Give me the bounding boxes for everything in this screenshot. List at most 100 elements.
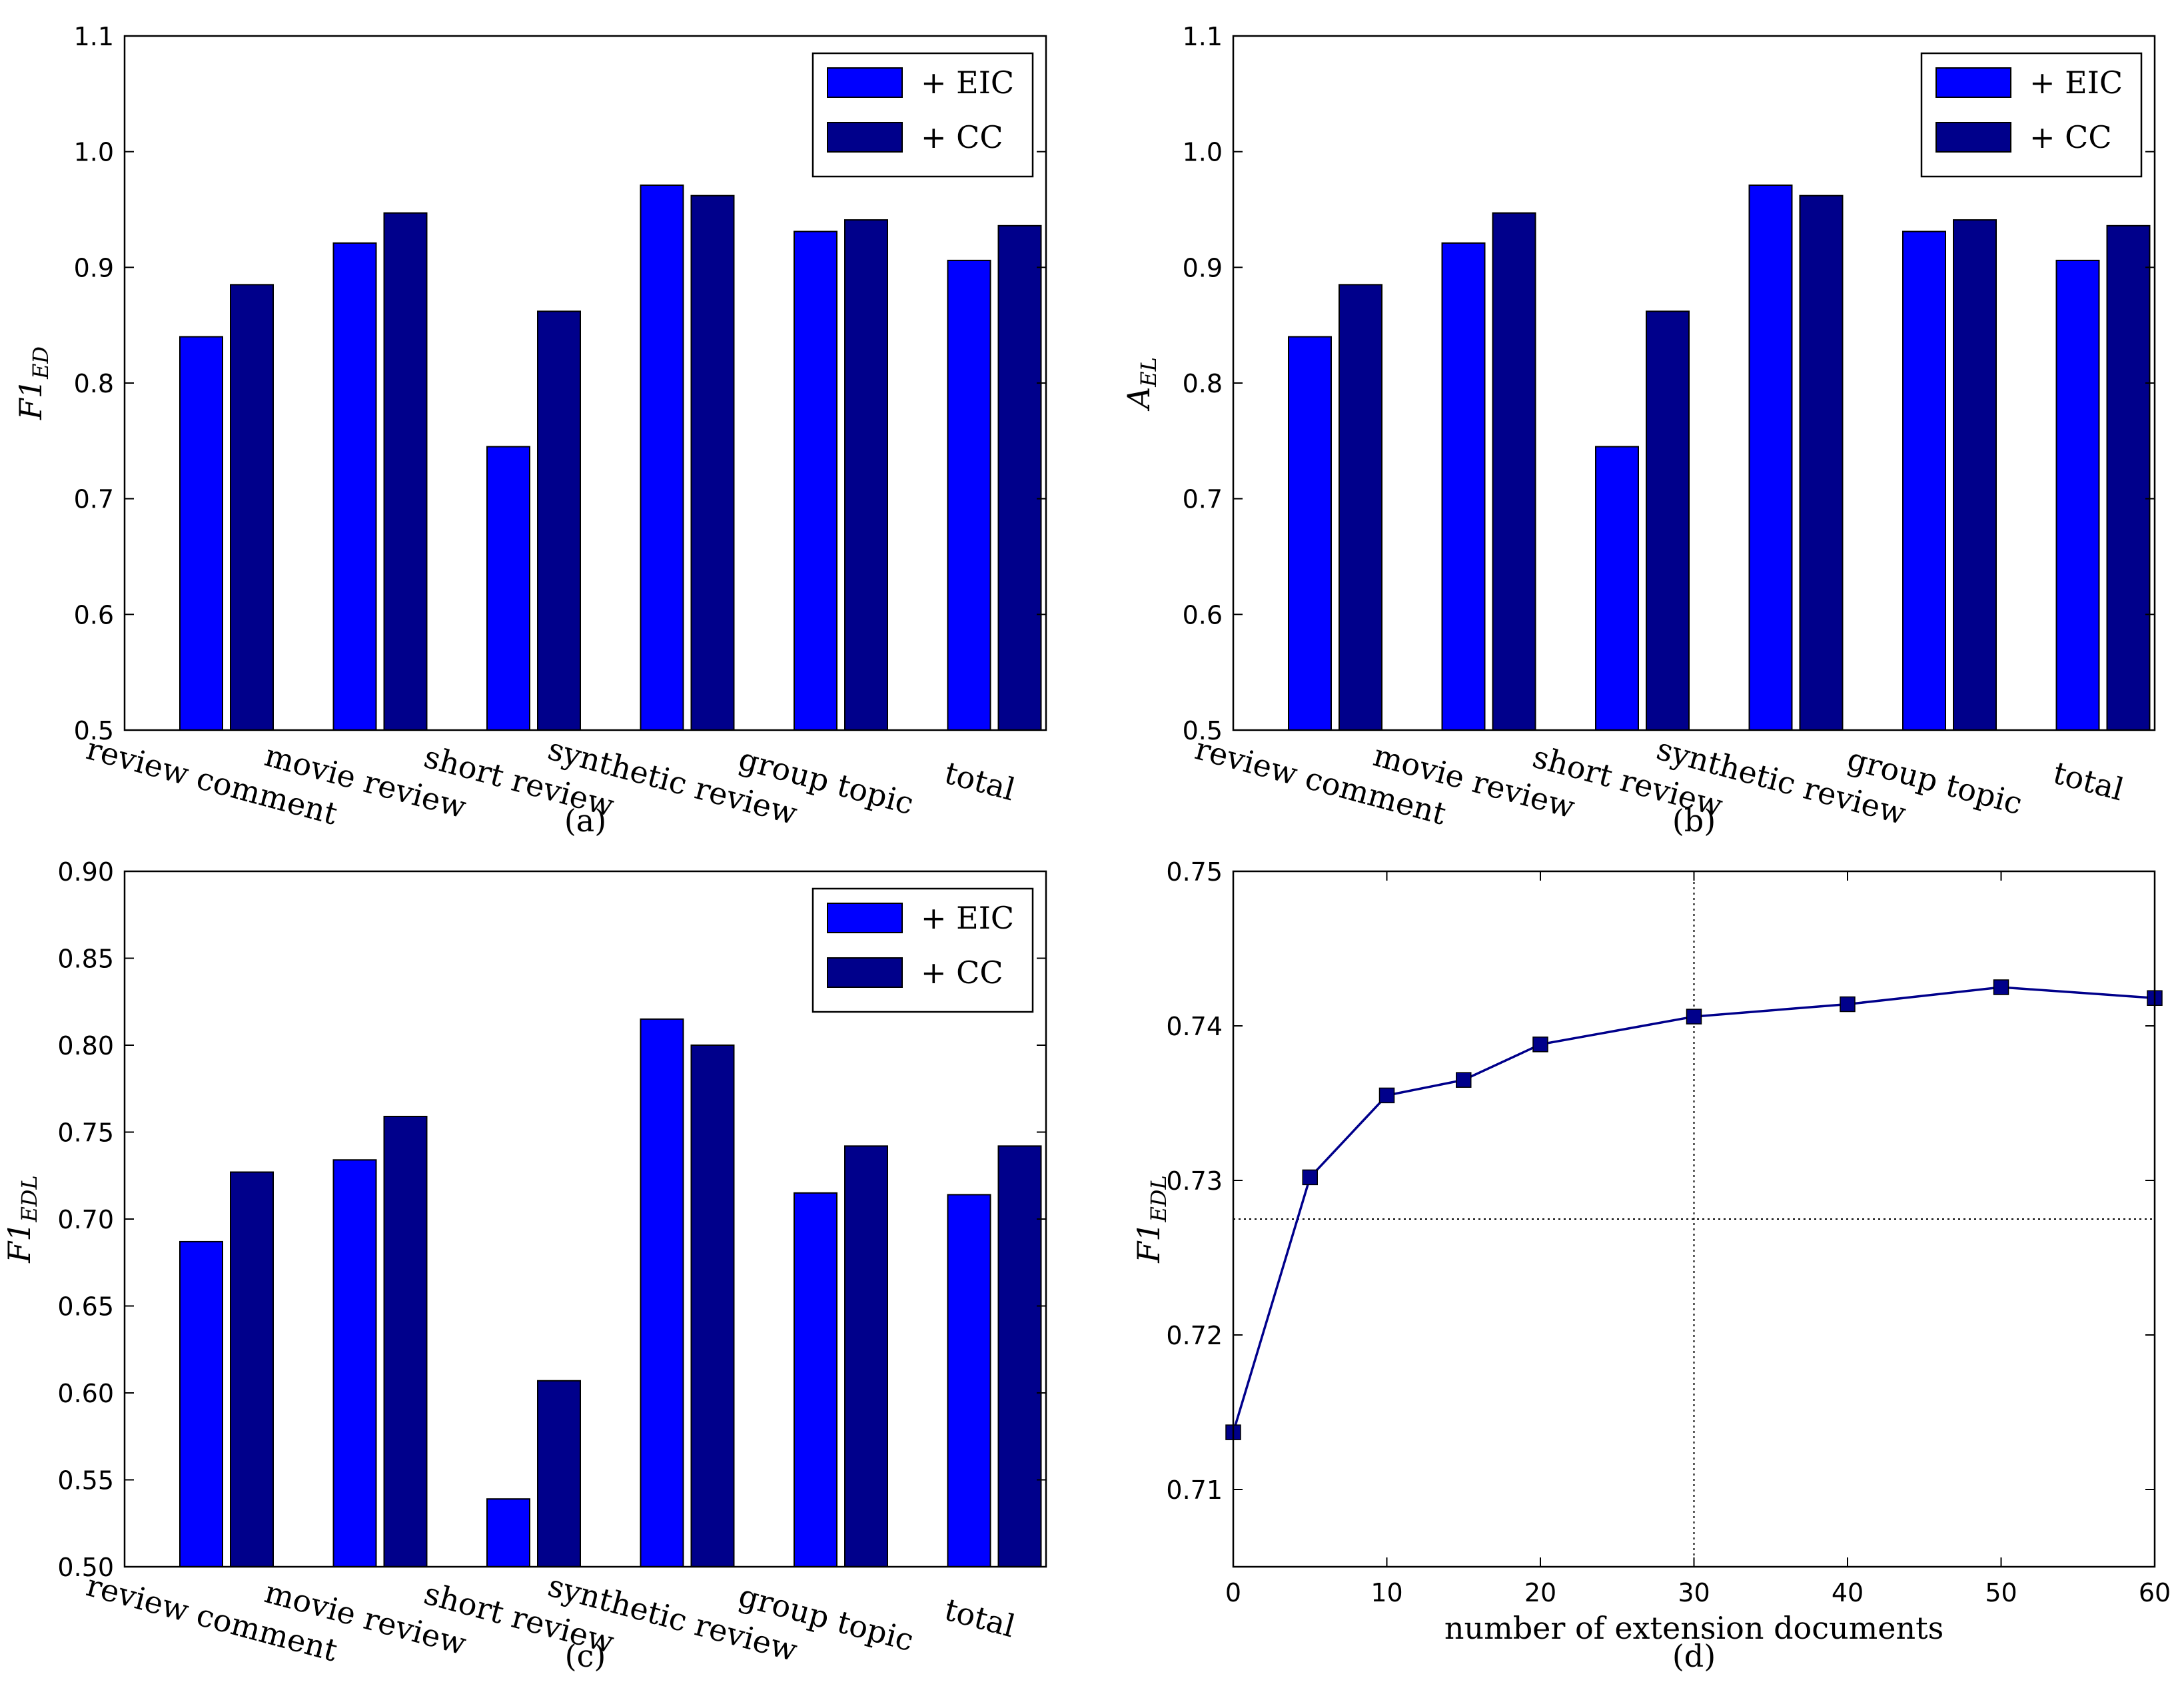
panel-a-y-tick-label: 0.9 <box>74 253 114 282</box>
panel-d-x-tick-label: 60 <box>2139 1578 2171 1607</box>
panel-c-y-tick-label: 0.65 <box>57 1292 114 1322</box>
panel-a-legend-swatch-cc <box>827 122 903 153</box>
panel-d-y-axis-label-main: F1 <box>1131 1222 1167 1264</box>
panel-c-legend-swatch-eic <box>827 903 903 933</box>
panel-a-y-tick-label: 0.7 <box>74 485 114 514</box>
panel-c-legend-label-cc: + CC <box>921 955 1003 991</box>
panel-b-y-tick-label: 0.5 <box>1183 716 1223 745</box>
panel-b-y-tick-label: 0.6 <box>1183 600 1223 630</box>
panel-c-bar-eic <box>794 1192 837 1567</box>
panel-c-y-tick-label: 0.70 <box>57 1205 114 1234</box>
panel-d-data-point-marker <box>1686 1009 1702 1025</box>
panel-a-y-axis-label-main: F1 <box>13 379 49 420</box>
panel-b-bar-cc <box>1646 310 1690 731</box>
panel-c-y-tick-label: 0.60 <box>57 1379 114 1408</box>
panel-a-y-tick-label: 1.0 <box>74 138 114 167</box>
panel-a-y-tick-label: 1.1 <box>74 22 114 51</box>
panel-d-y-tick-label: 0.71 <box>1166 1476 1223 1505</box>
panel-a-bar-eic <box>640 185 684 731</box>
panel-d-data-point-marker <box>1532 1037 1548 1053</box>
panel-d-y-tick-label: 0.73 <box>1166 1166 1223 1196</box>
panel-b-x-category-label: total <box>2049 755 2127 808</box>
panel-b-bar-cc <box>2106 224 2151 731</box>
panel-a-bar-eic <box>486 446 530 731</box>
panel-b-bar-eic <box>1595 446 1639 731</box>
panel-c-y-tick-label: 0.50 <box>57 1553 114 1582</box>
panel-a-bar-cc <box>844 219 888 731</box>
panel-d-x-tick-label: 50 <box>1985 1578 2017 1607</box>
panel-b-bar-eic <box>1288 336 1332 731</box>
panel-d-y-axis-label-sub: EDL <box>1146 1175 1171 1222</box>
panel-a-y-tick-label: 0.8 <box>74 369 114 398</box>
panel-b-y-axis-label-sub: EL <box>1136 357 1161 388</box>
panel-c-bar-eic <box>332 1159 377 1567</box>
panel-a-x-category-label: total <box>941 755 1019 808</box>
panel-b-bar-eic <box>1902 230 1946 731</box>
panel-d-y-tick-label: 0.75 <box>1166 857 1223 887</box>
panel-c-caption: (c) <box>565 1638 606 1674</box>
panel-c-bar-cc <box>383 1116 428 1567</box>
panel-a-y-tick-label: 0.5 <box>74 716 114 745</box>
panel-d-x-tick-label: 0 <box>1225 1578 1241 1607</box>
panel-b-y-tick-label: 1.0 <box>1183 138 1223 167</box>
panel-c-bar-cc <box>690 1045 735 1567</box>
panel-c-bar-cc <box>230 1171 274 1567</box>
panel-d-y-axis-label: F1EDL <box>1131 1175 1171 1263</box>
panel-b-bar-eic <box>2055 259 2100 731</box>
panel-c-y-axis-label: F1EDL <box>1 1175 42 1263</box>
panel-a-caption: (a) <box>564 803 606 839</box>
panel-c-y-tick-label: 0.85 <box>57 945 114 974</box>
panel-d-data-point-marker <box>1993 979 2009 995</box>
panel-d-x-tick-label: 40 <box>1832 1578 1864 1607</box>
panel-b-legend-label-eic: + EIC <box>2029 65 2123 101</box>
panel-b-caption: (b) <box>1672 803 1716 839</box>
panel-a-y-axis-label: F1ED <box>13 346 53 420</box>
panel-b-legend-label-cc: + CC <box>2029 119 2112 155</box>
panel-b-bar-eic <box>1441 242 1486 731</box>
panel-b-legend-swatch-eic <box>1935 67 2011 98</box>
panel-c-bar-eic <box>486 1498 530 1567</box>
panel-c-y-tick-label: 0.75 <box>57 1118 114 1148</box>
panel-c-y-axis-label-main: F1 <box>1 1222 37 1264</box>
panel-d-data-point-marker <box>1302 1169 1318 1186</box>
panel-b-bar-cc <box>1339 284 1382 731</box>
panel-a-legend-label-eic: + EIC <box>921 65 1014 101</box>
panel-a-bar-eic <box>794 230 837 731</box>
panel-d-data-point-marker <box>1378 1087 1395 1104</box>
panel-a-legend-label-cc: + CC <box>921 119 1003 155</box>
panel-c-bar-cc <box>997 1145 1042 1567</box>
panel-c-legend-label-eic: + EIC <box>921 900 1014 936</box>
panel-b-y-axis-label-main: A <box>1121 387 1157 412</box>
panel-a-bar-cc <box>230 284 274 731</box>
panel-b-y-tick-label: 0.9 <box>1183 253 1223 282</box>
panel-a-y-axis-label-sub: ED <box>28 346 53 380</box>
panel-a-legend-swatch-eic <box>827 67 903 98</box>
panel-d-y-tick-label: 0.72 <box>1166 1321 1223 1350</box>
panel-c-bar-eic <box>947 1194 991 1567</box>
panel-c-bar-cc <box>844 1145 888 1567</box>
panel-c-legend-swatch-cc <box>827 957 903 988</box>
panel-d-x-tick-label: 10 <box>1370 1578 1402 1607</box>
panel-d-line-chart: 0.71 0.72 0.73 0.74 0.75 0 10 20 30 40 50 60 number … <box>1131 857 2171 1674</box>
panel-c-bar-eic <box>179 1240 223 1568</box>
panel-c-bar-cc <box>537 1380 581 1567</box>
panel-c-y-tick-label: 0.80 <box>57 1031 114 1061</box>
panel-a-bar-eic <box>179 336 223 731</box>
panel-c-y-tick-label: 0.90 <box>57 857 114 887</box>
panel-a-bar-eic <box>947 259 991 731</box>
panel-d-x-tick-label: 20 <box>1524 1578 1556 1607</box>
panel-b-y-tick-label: 0.7 <box>1183 485 1223 514</box>
panel-d-x-axis-label: number of extension documents <box>1444 1610 1943 1646</box>
panel-c-bar-eic <box>640 1018 684 1567</box>
panel-b-bar-cc <box>1492 212 1536 731</box>
panel-b-y-tick-label: 1.1 <box>1183 22 1223 51</box>
panel-b-bar-cc <box>1953 219 1997 731</box>
panel-b-y-axis-label: AEL <box>1121 357 1161 412</box>
panel-c-y-tick-label: 0.55 <box>57 1466 114 1495</box>
panel-a-bar-cc <box>997 224 1042 731</box>
panel-b-legend-swatch-cc <box>1935 122 2011 153</box>
